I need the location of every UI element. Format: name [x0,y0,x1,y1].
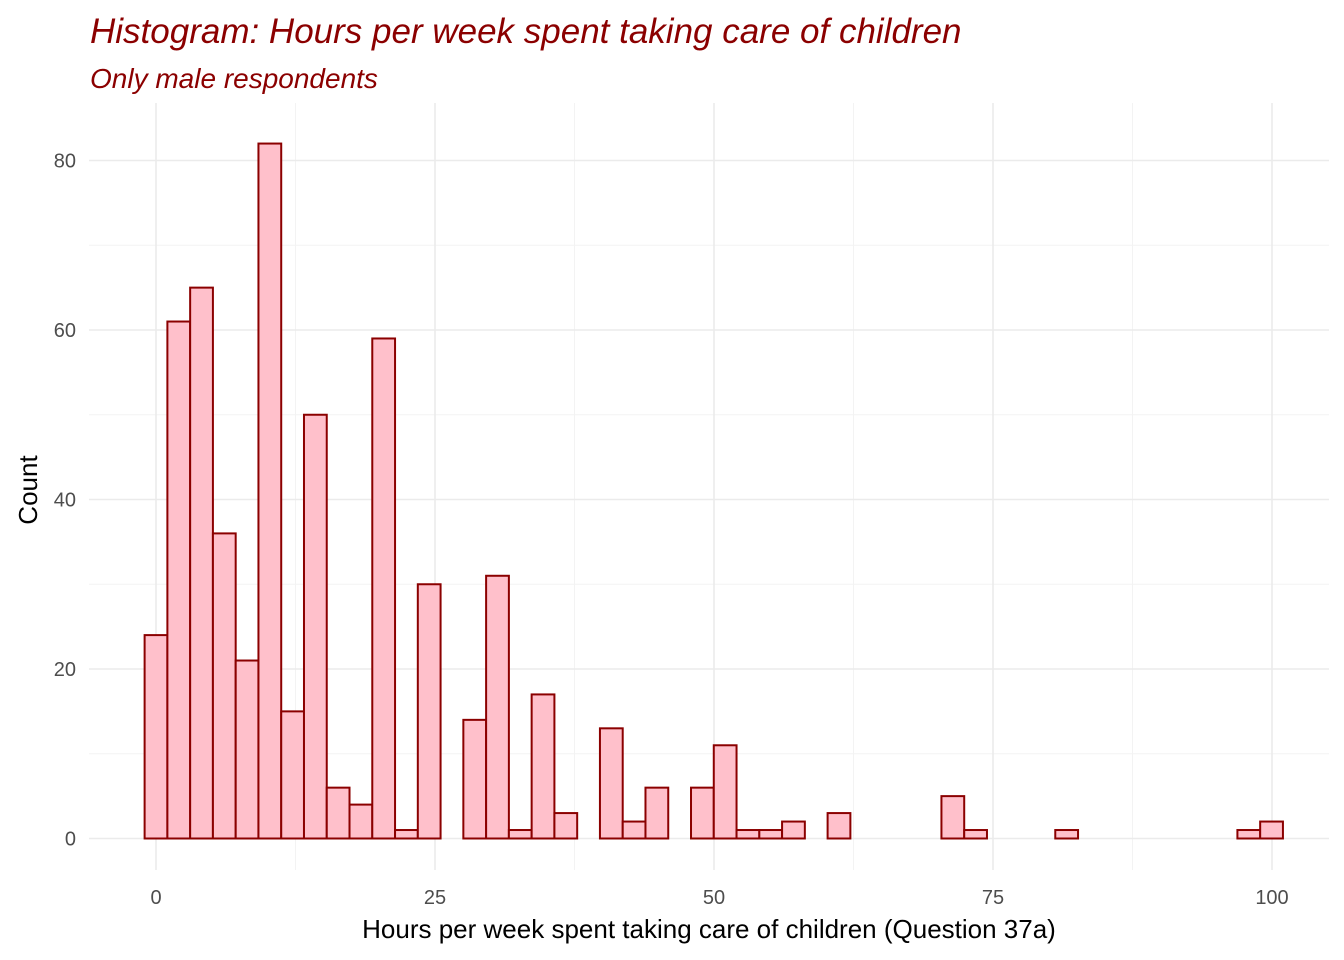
x-tick-label: 25 [424,887,446,909]
histogram-bar [189,286,214,840]
histogram-bar [735,829,761,840]
histogram-bar [143,634,169,840]
histogram-bar [302,413,328,840]
histogram-bar [530,693,556,840]
histogram-bar [166,320,192,840]
histogram-bar [462,718,488,840]
y-tick-label: 0 [65,829,76,851]
histogram-bar [416,583,442,840]
histogram-bar [371,337,397,840]
chart-subtitle: Only male respondents [90,63,378,94]
histogram-bar [348,803,374,840]
y-tick-label: 80 [54,151,76,173]
histogram-bar [280,710,305,840]
y-tick-label: 60 [54,320,76,342]
x-tick-label: 100 [1255,887,1288,909]
x-tick-label: 75 [982,887,1004,909]
histogram-bar [1259,820,1284,840]
histogram-bar [485,574,510,840]
histogram-bar [598,727,624,840]
x-axis-title: Hours per week spent taking care of chil… [362,914,1056,944]
chart-title: Histogram: Hours per week spent taking c… [90,12,962,51]
histogram-bar [234,659,260,840]
y-axis-title: Count [13,455,43,525]
histogram-bar [394,829,419,840]
histogram-bar [826,812,852,840]
x-tick-label: 50 [703,887,725,909]
histogram-bar [1054,829,1080,840]
histogram-bar [781,820,806,840]
x-tick-label: 0 [150,887,161,909]
histogram-bar [507,829,533,840]
histogram-bar [963,829,988,840]
histogram-bar [621,820,647,840]
histogram-bar [690,786,715,840]
histogram-bar [211,532,237,840]
histogram-bar [257,142,283,840]
histogram-bar [712,744,738,840]
y-tick-label: 20 [54,659,76,681]
histogram-bar [325,786,351,840]
axis-ticks: 0 25 50 75 100 0 20 40 60 80 [54,151,1289,910]
histogram-bar [1236,829,1262,840]
histogram-bars [143,142,1284,840]
histogram-bar [940,795,966,840]
histogram-bar [553,812,579,840]
y-tick-label: 40 [54,490,76,512]
histogram-bar [644,786,670,840]
histogram-bar [758,829,784,840]
